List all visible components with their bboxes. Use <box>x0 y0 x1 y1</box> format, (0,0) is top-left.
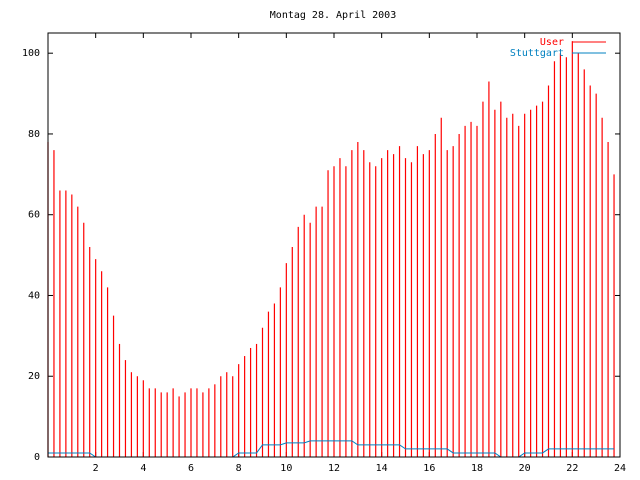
x-tick-label: 20 <box>519 463 531 474</box>
y-tick-label: 40 <box>28 290 40 301</box>
x-tick-label: 12 <box>328 463 340 474</box>
x-tick-label: 10 <box>280 463 292 474</box>
legend-label: Stuttgart <box>510 48 564 59</box>
x-tick-label: 4 <box>140 463 146 474</box>
y-tick-label: 20 <box>28 371 40 382</box>
y-tick-label: 60 <box>28 210 40 221</box>
y-tick-label: 100 <box>22 48 40 59</box>
legend-label: User <box>540 37 564 48</box>
y-tick-label: 80 <box>28 129 40 140</box>
x-tick-label: 18 <box>471 463 483 474</box>
x-tick-label: 14 <box>376 463 388 474</box>
x-tick-label: 2 <box>93 463 99 474</box>
x-tick-label: 24 <box>614 463 626 474</box>
x-tick-label: 6 <box>188 463 194 474</box>
x-tick-label: 22 <box>566 463 578 474</box>
plot-frame <box>47 32 621 458</box>
chart-title: Montag 28. April 2003 <box>270 10 396 21</box>
x-tick-label: 16 <box>423 463 435 474</box>
y-tick-label: 0 <box>34 452 40 463</box>
x-tick-label: 8 <box>236 463 242 474</box>
